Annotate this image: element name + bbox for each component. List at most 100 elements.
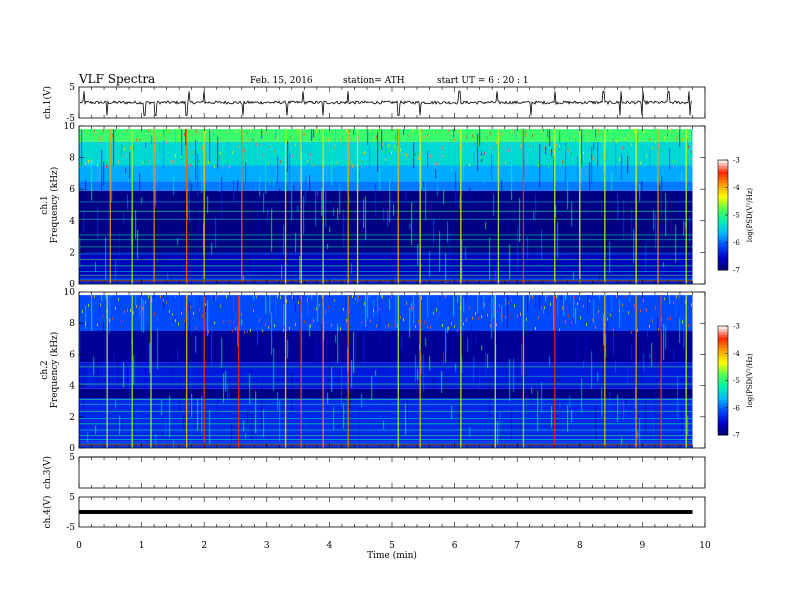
ch1-spec-speckle	[663, 262, 665, 268]
ch2-spec-hf-speckle	[646, 308, 647, 312]
ch1-spec-ytick: 8	[69, 154, 75, 164]
ch2-spec-speckle	[435, 333, 437, 354]
cb1-swatch	[718, 217, 728, 221]
cb2-swatch	[718, 339, 728, 343]
ch1-spec-hf-speckle	[421, 129, 422, 133]
ch2-spec-speckle	[189, 302, 191, 346]
cb2-swatch	[718, 355, 728, 360]
ch1-spec-hf-speckle	[184, 133, 185, 137]
ch2-spec-hf-speckle	[589, 299, 590, 303]
ch2-spec-speckle	[641, 360, 643, 388]
ch1-spec-hf-speckle	[631, 143, 632, 147]
ch1-spec-hf-speckle	[343, 142, 344, 146]
ch1-spec-hf-speckle	[88, 159, 89, 163]
ch1-spec-speckle	[211, 243, 213, 254]
ch2-spec-hf-speckle	[253, 309, 254, 313]
ch1-spec-hf-speckle	[397, 141, 398, 145]
ch1-spec-speckle	[183, 266, 185, 273]
ch2-spec-speckle	[617, 394, 619, 423]
ch2-spec-hf-speckle	[85, 322, 86, 326]
ch2-spec-hf-speckle	[586, 322, 587, 326]
ch1-spec-speckle	[377, 132, 379, 173]
ch2-spec-speckle	[365, 295, 367, 328]
cb1-swatch	[718, 248, 728, 252]
ch2-spec-hf-speckle	[166, 300, 167, 304]
ch2-spec-speckle	[625, 397, 627, 406]
ch1-spec-speckle	[171, 274, 173, 283]
ch1-spec-hf-speckle	[511, 130, 512, 134]
ch1-spec-speckle	[193, 193, 195, 217]
ch2-spec-speckle	[649, 353, 651, 359]
ch1-spec-speckle	[115, 260, 117, 284]
ch1-spec-hf-speckle	[682, 138, 683, 142]
ch1-spec-speckle	[393, 204, 395, 216]
ch1-spec-hf-speckle	[256, 142, 257, 146]
ch2-spec-speckle	[557, 295, 559, 317]
ch2-spec-hf-speckle	[430, 325, 431, 329]
ch1-spec-speckle	[553, 156, 555, 190]
ch2-spec-speckle	[581, 378, 583, 413]
ch2-spec-hf-speckle	[628, 311, 629, 315]
ch1-spec-hf-speckle	[259, 143, 260, 147]
cb1-swatch	[718, 168, 728, 172]
ch1-spec-speckle	[543, 129, 545, 131]
ch1-spec-speckle	[533, 211, 535, 220]
cb1-swatch	[718, 171, 728, 175]
ch2-spec-hf-speckle	[91, 295, 92, 299]
cb1-swatch	[718, 215, 728, 219]
ch2-spec-hf-speckle	[175, 319, 176, 323]
ch2-spec-speckle	[355, 328, 357, 372]
ch1-spec-hf-speckle	[457, 130, 458, 134]
ch2-spec-ytick: 6	[69, 350, 75, 360]
ch2-spec-speckle	[143, 299, 145, 333]
ch1-spec-speckle	[295, 233, 297, 253]
ch2-spec-hf-speckle	[538, 316, 539, 320]
ch2-spec-speckle	[221, 337, 223, 368]
ch2-spec-speckle	[225, 370, 227, 392]
ch2-spec-speckle	[337, 323, 339, 363]
cb1-swatch	[718, 250, 728, 254]
ch2-spec-speckle	[393, 295, 395, 300]
ch1-spec-hf-speckle	[394, 145, 395, 149]
ch1-spec-hf-speckle	[490, 132, 491, 136]
ch1-spec-speckle	[665, 192, 667, 237]
cb1-swatch	[718, 264, 728, 268]
ch4-waveform-panel: 5 -5 ch.4(V)	[42, 493, 706, 533]
ch1-spec-speckle	[149, 151, 151, 164]
ch2-spec-hf-speckle	[568, 313, 569, 317]
cb1-label: log(PSD(V²/Hz)	[746, 188, 754, 243]
ch1-spec-speckle	[195, 140, 197, 181]
ch2-spec-speckle	[629, 297, 631, 302]
ch2-spec-speckle	[87, 431, 89, 443]
ch2-spec-hf-speckle	[124, 310, 125, 314]
ch2-spec-hf-speckle	[340, 327, 341, 331]
ch1-spec-speckle	[493, 194, 495, 216]
ch2-spec-speckle	[109, 295, 111, 334]
ch1-spec-hf-speckle	[673, 160, 674, 164]
ch2-spec-speckle	[463, 297, 465, 313]
ch1-spec-speckle	[109, 129, 111, 154]
ch2-spec-hf-speckle	[412, 306, 413, 310]
ch1-spec-hf-speckle	[91, 159, 92, 163]
ch2-spec-speckle	[119, 415, 121, 435]
ch2-spec-hf-speckle	[445, 295, 446, 299]
cb1-tick-label: -6	[733, 239, 740, 247]
ch1-spec-hf-speckle	[220, 151, 221, 155]
ch1-spec-speckle	[389, 179, 391, 223]
ch2-spec-hf-speckle	[295, 322, 296, 326]
ch2-spec-hf-speckle	[379, 307, 380, 311]
ch2-spec-hf-speckle	[649, 324, 650, 328]
ch1-spec-speckle	[337, 207, 339, 220]
ch1-spec-speckle	[621, 153, 623, 181]
ch2-spec-hf-speckle	[349, 310, 350, 314]
ch2-spec-ytick: 2	[69, 413, 75, 423]
ch2-spec-speckle	[421, 354, 423, 374]
ch1-spec-speckle	[259, 166, 261, 197]
ch2-spec-speckle	[597, 372, 599, 382]
ch2-spec-hf-speckle	[484, 302, 485, 306]
ch2-spec-hf-speckle	[676, 295, 677, 299]
ch1-spec-hf-speckle	[676, 136, 677, 140]
ch2-spec-hf-speckle	[442, 323, 443, 327]
ch2-spec-hf-speckle	[400, 315, 401, 319]
ch2-spec-hf-speckle	[229, 320, 230, 324]
